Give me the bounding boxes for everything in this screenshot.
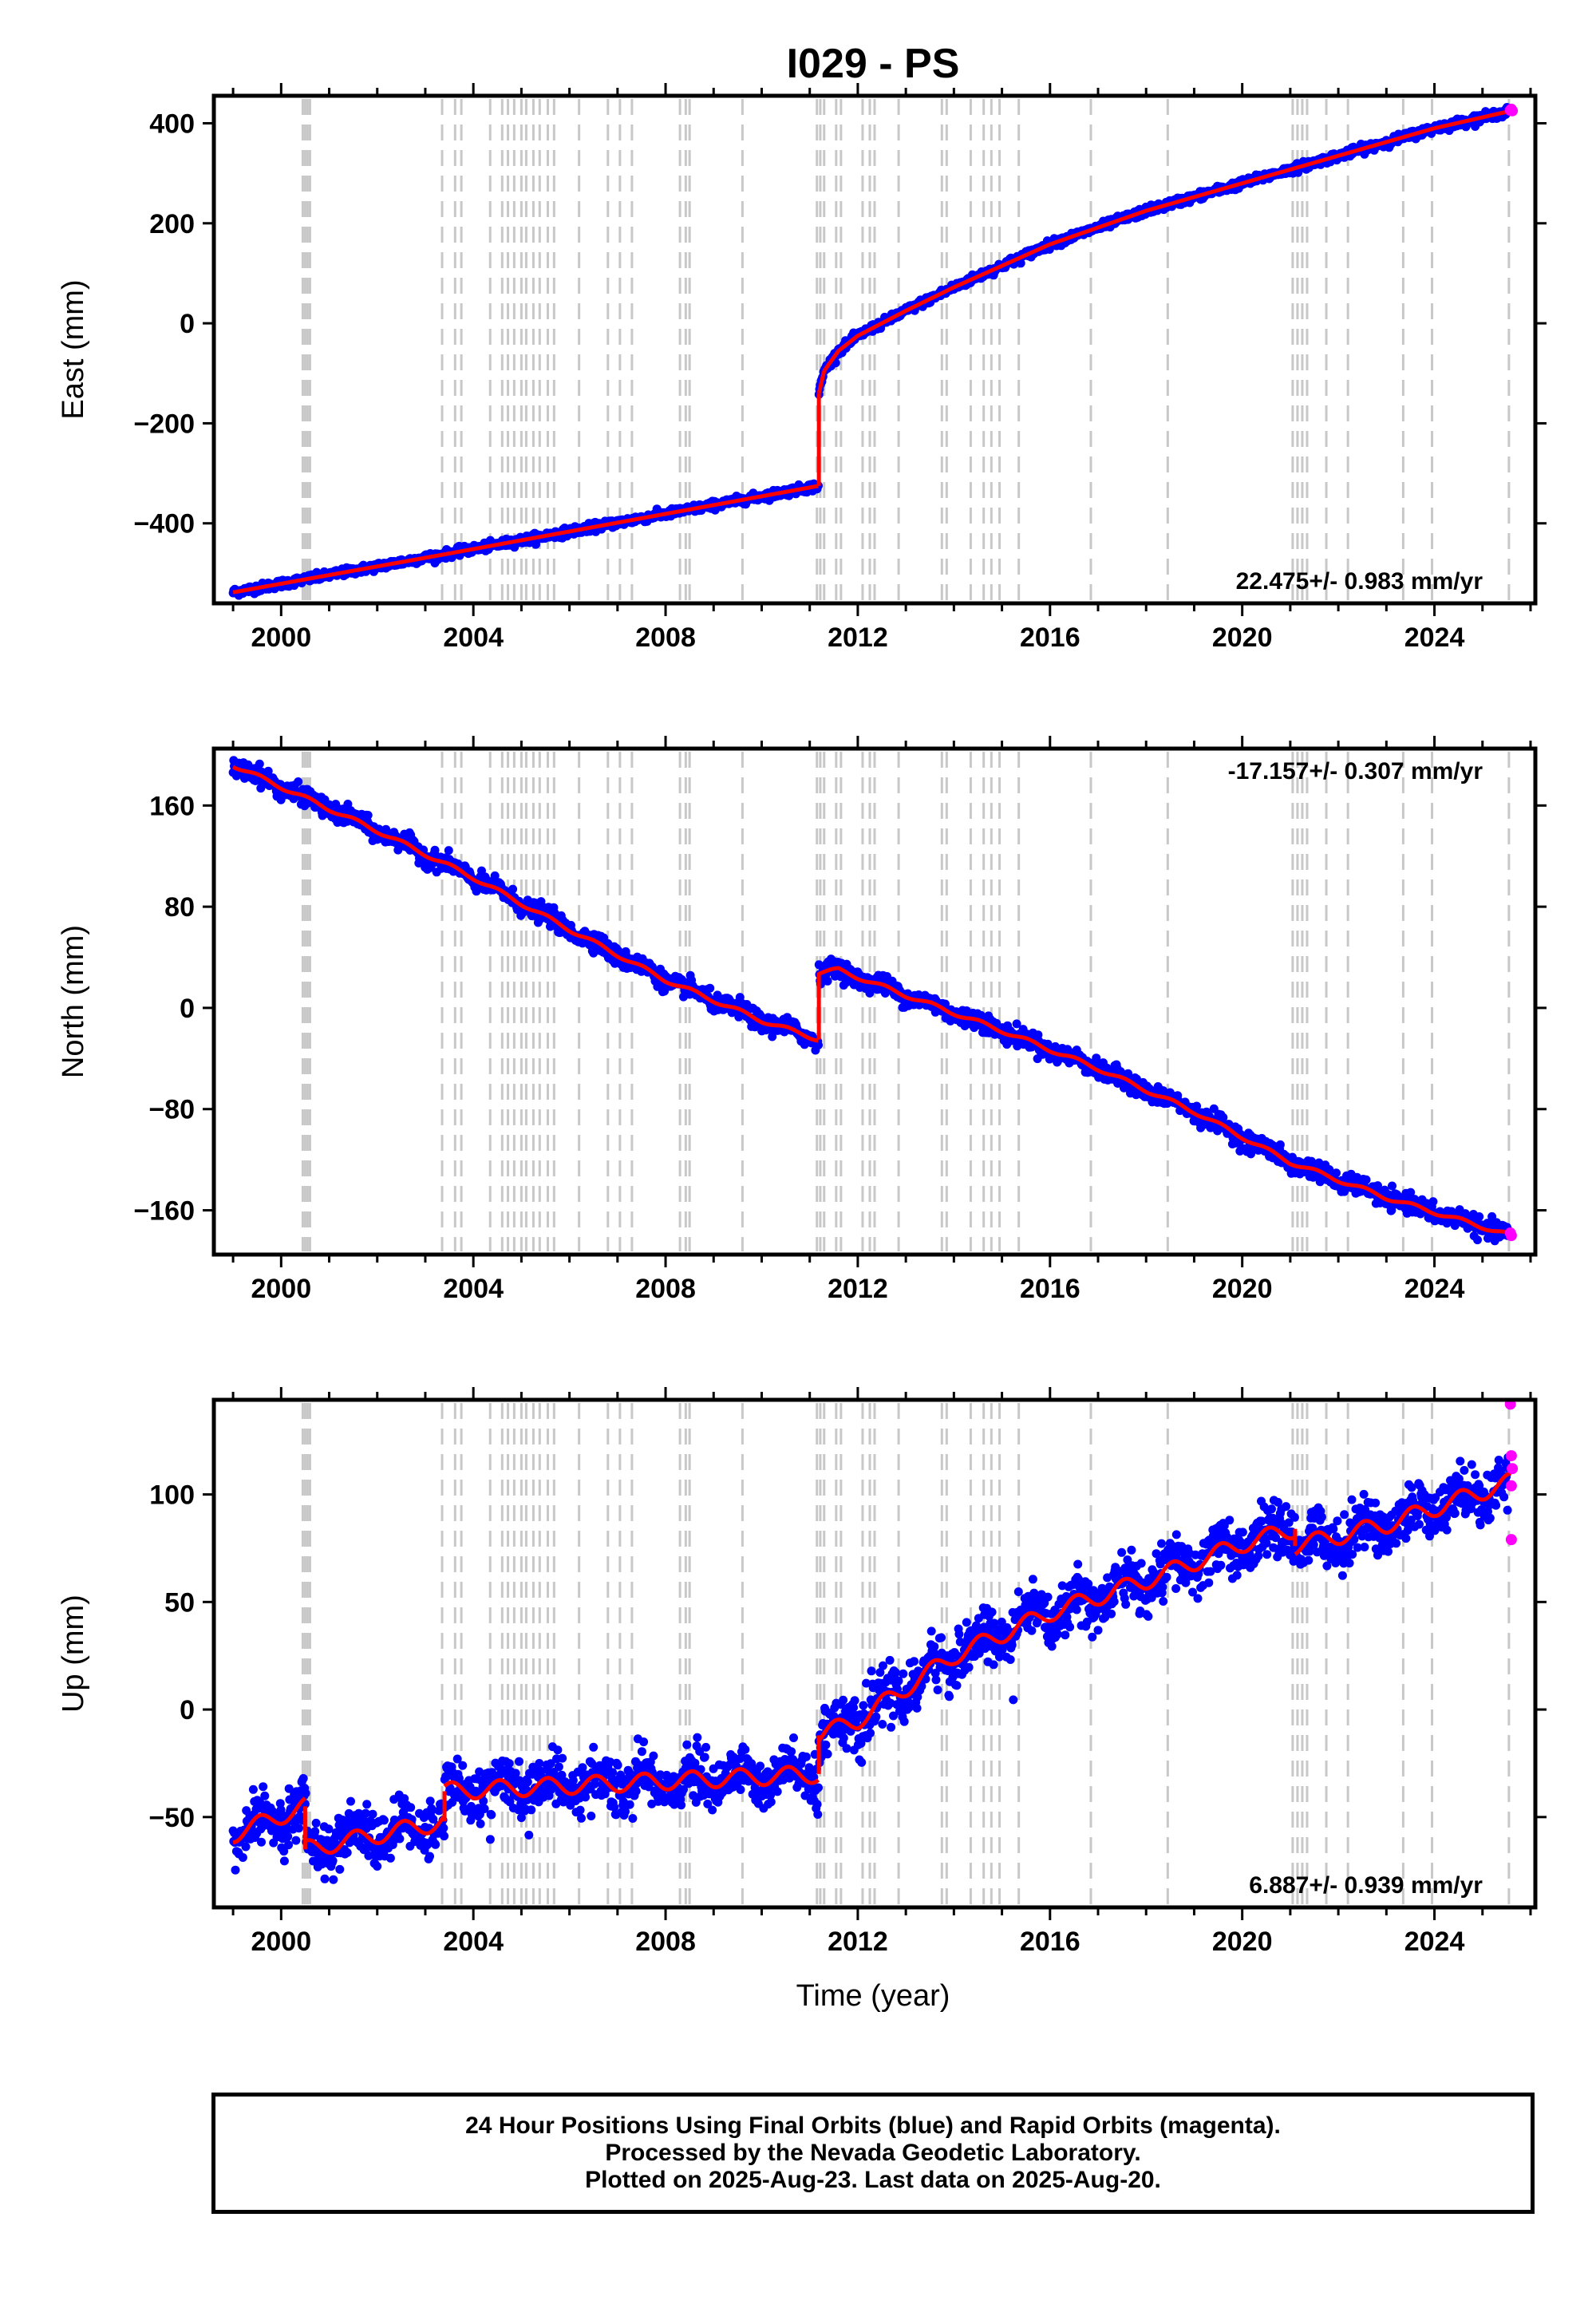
east-model-line [232, 109, 1511, 595]
north-y-tick-label: 80 [164, 892, 195, 923]
north-data-point [508, 884, 518, 894]
north-x-tick-label: 2024 [1404, 1274, 1465, 1304]
east-x-tick-label: 2016 [1020, 622, 1080, 653]
east-x-tick-label: 2008 [635, 622, 696, 653]
up-data-point [328, 1856, 338, 1865]
north-data-point [1332, 1168, 1341, 1178]
north-x-tick-label: 2020 [1212, 1274, 1273, 1304]
up-data-point [294, 1824, 303, 1833]
east-x-tick-label: 2024 [1404, 622, 1465, 653]
east-x-tick-label: 2012 [828, 622, 888, 653]
up-data-point [335, 1864, 345, 1874]
north-x-tick-label: 2000 [251, 1274, 311, 1304]
up-event-lines [301, 1403, 1511, 1904]
east-y-tick-label: −400 [133, 509, 195, 539]
north-data-point [705, 983, 715, 993]
east-y-tick-label: 400 [149, 109, 195, 139]
east-frame [211, 93, 1538, 606]
up-data-point [283, 1832, 293, 1841]
east-x-tick-label: 2020 [1212, 622, 1273, 653]
figure-title: I029 - PS [787, 41, 960, 87]
up-data-point [284, 1840, 293, 1850]
north-y-tick-label: −80 [148, 1095, 195, 1125]
up-data-point [342, 1848, 352, 1857]
east-y-axis-label: East (mm) [57, 279, 90, 419]
up-data-point [238, 1853, 247, 1862]
north-data-point [1475, 1212, 1484, 1221]
east-x-tick-label: 2004 [443, 622, 504, 653]
north-data-point [823, 976, 832, 986]
x-axis-label: Time (year) [796, 1979, 950, 2013]
north-y-tick-label: −160 [133, 1196, 195, 1227]
north-data-point [294, 777, 303, 786]
east-rate-label: 22.475+/- 0.983 mm/yr [1236, 568, 1483, 595]
east-model-segment [232, 484, 819, 595]
north-data-point [1275, 1140, 1285, 1149]
up-data-point [260, 1791, 270, 1800]
north-x-tick-label: 2012 [828, 1274, 888, 1304]
north-x-tick-label: 2008 [635, 1274, 696, 1304]
north-data-point [444, 846, 453, 856]
up-data-point [298, 1773, 308, 1783]
north-data-point [363, 811, 373, 820]
north-data-point [1361, 1175, 1371, 1184]
up-data-point [248, 1784, 258, 1794]
north-rapid-point [1505, 1230, 1517, 1242]
east-y-tick-label: 0 [180, 309, 195, 339]
east-rapid-point [1507, 105, 1519, 117]
north-y-tick-label: 0 [180, 994, 195, 1024]
up-data-point [311, 1818, 321, 1828]
up-panel: 2000 2004 2008 2012 2016 2020 2024−50050100Up … [57, 1387, 1547, 1957]
east-x-tick-label: 2000 [251, 622, 311, 653]
north-data-point [255, 759, 264, 769]
up-data-point [241, 1842, 251, 1852]
north-panel: 2000 2004 2008 2012 2016 2020 2024 −160 −80 0 80 16… [57, 736, 1547, 1304]
east-y-tick-label: −200 [133, 409, 195, 439]
north-rate-label: -17.157+/- 0.307 mm/yr [1228, 758, 1483, 785]
east-event-lines [301, 99, 1511, 600]
east-y-tick-label: 200 [149, 209, 195, 239]
north-y-tick-label: 160 [149, 791, 195, 821]
north-data-point [1428, 1197, 1438, 1207]
north-data-point [1473, 1235, 1482, 1245]
up-data-point [324, 1824, 334, 1834]
east-panel: 2000 2004 2008 2012 2016 2020 2024 −400 −200 0 200… [57, 83, 1547, 653]
up-data-point [329, 1875, 338, 1884]
north-y-axis-label: North (mm) [57, 925, 90, 1078]
up-data-point [231, 1865, 240, 1875]
up-data-point [291, 1836, 301, 1845]
up-data-point [346, 1796, 355, 1806]
up-data-point [259, 1782, 268, 1792]
up-data-point [320, 1874, 330, 1883]
north-x-tick-label: 2004 [443, 1274, 504, 1304]
north-data-point [1388, 1181, 1396, 1191]
north-x-tick-label: 2016 [1020, 1274, 1080, 1304]
up-data-point [279, 1856, 289, 1866]
east-model-segment [816, 109, 1511, 394]
up-data-point [301, 1788, 310, 1798]
up-data-point [310, 1827, 320, 1836]
up-data-point [257, 1837, 266, 1847]
